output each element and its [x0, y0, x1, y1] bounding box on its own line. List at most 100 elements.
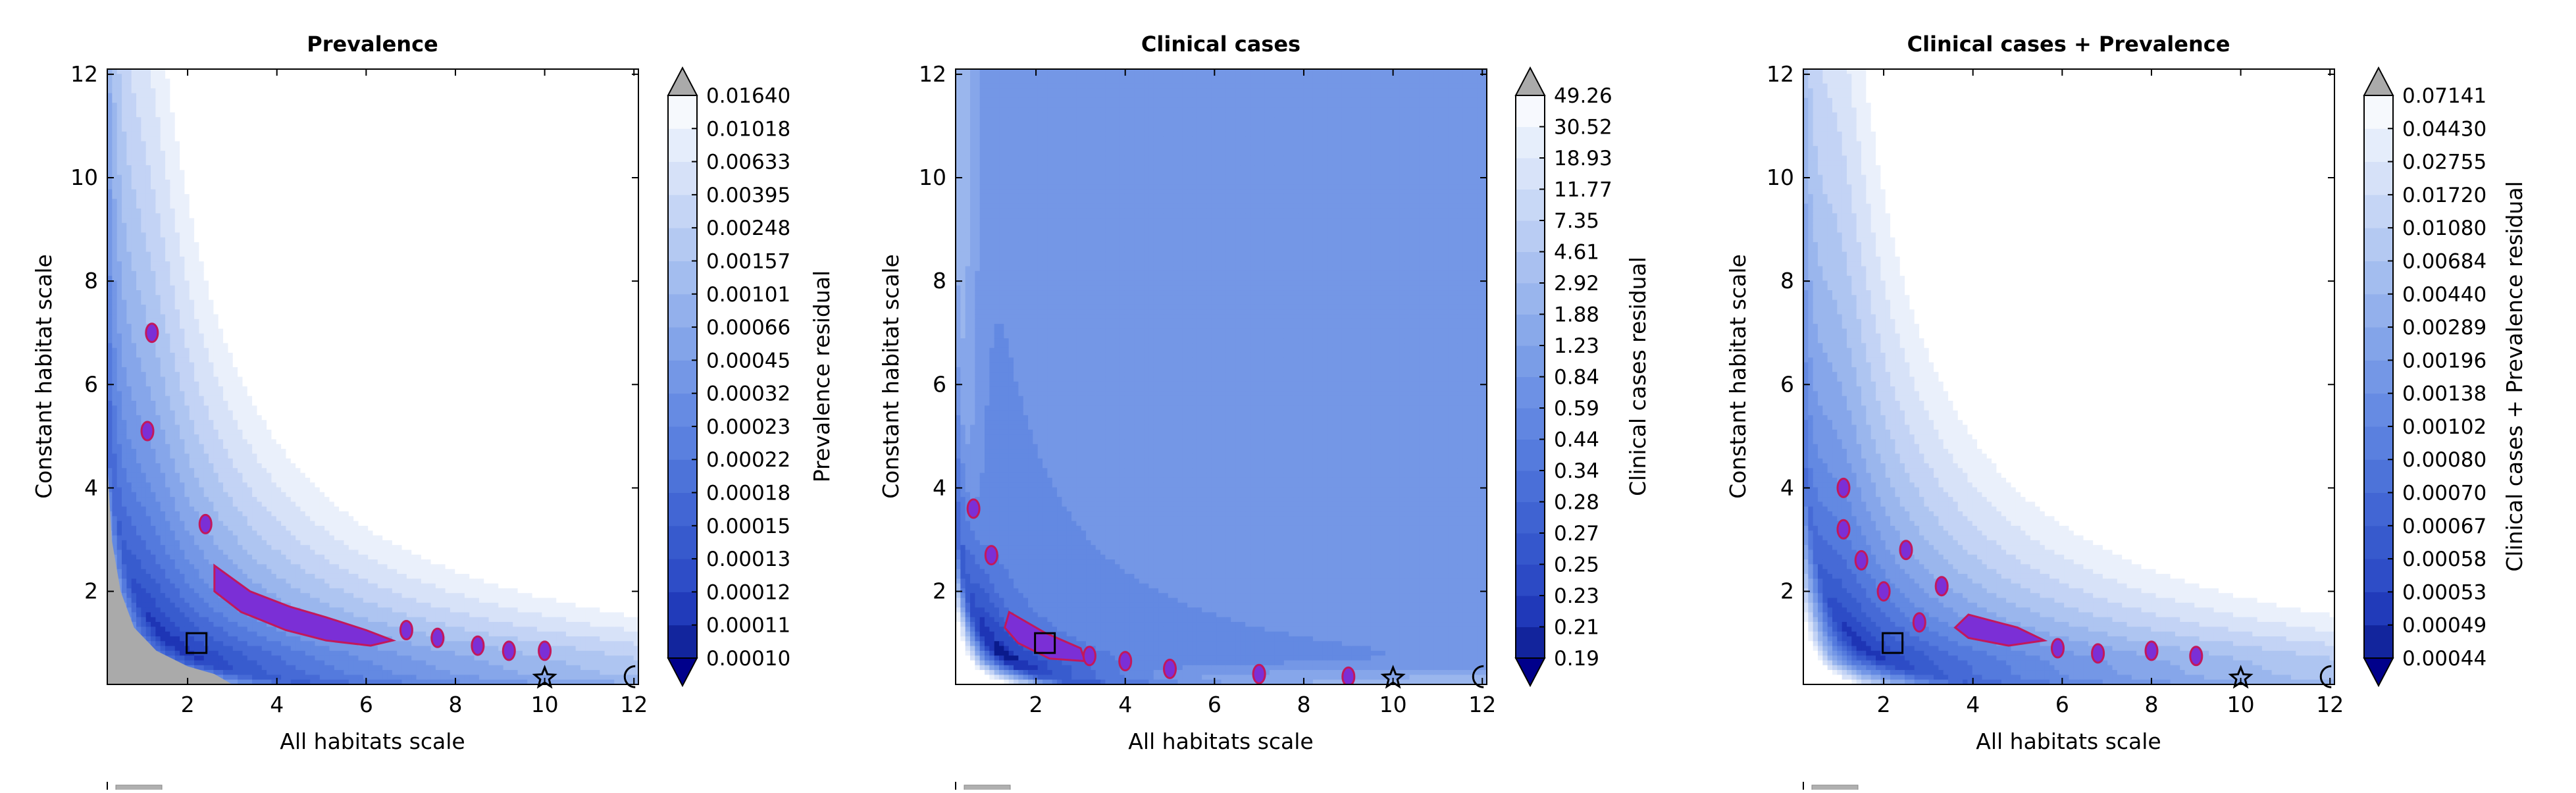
heat-cell — [155, 646, 161, 652]
heat-cell — [218, 439, 224, 445]
heat-cell — [136, 396, 142, 401]
heat-cell — [112, 444, 118, 449]
heat-cell — [122, 362, 127, 368]
heat-cell — [194, 468, 199, 474]
heat-cell — [141, 203, 147, 209]
heat-cell — [141, 554, 147, 560]
heat-cell — [261, 184, 267, 190]
heat-cell — [194, 569, 199, 575]
heat-cell — [203, 535, 209, 541]
heat-cell — [160, 588, 166, 594]
heat-cell — [122, 468, 127, 474]
heat-cell — [122, 103, 127, 109]
heat-cell — [276, 126, 282, 132]
heat-cell — [252, 391, 258, 397]
heat-cell — [199, 285, 205, 291]
heat-cell — [257, 352, 263, 358]
heat-cell — [213, 199, 219, 205]
heat-cell — [141, 299, 147, 305]
heat-cell — [247, 122, 253, 128]
heat-cell — [242, 247, 248, 253]
heat-cell — [276, 487, 282, 493]
heat-cell — [223, 468, 229, 474]
heat-cell — [141, 410, 147, 416]
heat-cell — [203, 506, 209, 512]
heat-cell — [242, 203, 248, 209]
heat-cell — [199, 208, 205, 214]
heat-cell — [116, 165, 122, 170]
heat-cell — [290, 261, 296, 267]
heat-cell — [257, 627, 263, 632]
heat-cell — [213, 208, 219, 214]
heat-cell — [247, 453, 253, 459]
heat-cell — [194, 78, 199, 84]
heat-cell — [242, 376, 248, 382]
heat-cell — [267, 93, 272, 99]
heat-cell — [180, 266, 185, 272]
heat-cell — [271, 405, 277, 411]
heat-cell — [267, 170, 272, 176]
heat-cell — [290, 655, 296, 661]
heat-cell — [213, 477, 219, 483]
heat-cell — [261, 487, 267, 493]
heat-cell — [194, 381, 199, 387]
heat-cell — [112, 285, 118, 291]
heat-cell — [141, 372, 147, 378]
heat-cell — [232, 74, 238, 80]
heat-cell — [184, 232, 190, 238]
heat-cell — [151, 453, 156, 459]
heat-cell — [141, 463, 147, 469]
heat-cell — [252, 511, 258, 517]
heat-cell — [213, 386, 219, 392]
heat-cell — [160, 357, 166, 363]
heat-cell — [194, 103, 199, 109]
heat-cell — [116, 203, 122, 209]
heat-cell — [290, 497, 296, 503]
heat-cell — [174, 69, 180, 74]
heat-cell — [271, 424, 277, 430]
heat-cell — [209, 434, 214, 440]
heat-cell — [174, 458, 180, 464]
heat-cell — [122, 333, 127, 339]
heat-cell — [194, 525, 199, 531]
heat-cell — [252, 453, 258, 459]
heat-cell — [126, 352, 132, 358]
heat-cell — [232, 554, 238, 560]
heat-cell — [141, 222, 147, 228]
heat-cell — [184, 660, 190, 666]
heat-cell — [116, 545, 122, 551]
heat-cell — [267, 362, 272, 368]
heat-cell — [203, 593, 209, 599]
heat-cell — [136, 367, 142, 372]
heat-cell — [155, 525, 161, 531]
heat-cell — [261, 218, 267, 224]
heat-cell — [286, 295, 292, 301]
heat-cell — [203, 564, 209, 570]
heat-cell — [174, 636, 180, 642]
heat-cell — [184, 396, 190, 401]
heat-cell — [165, 180, 170, 185]
heat-cell — [276, 261, 282, 267]
heat-cell — [261, 396, 267, 401]
heat-cell — [122, 497, 127, 503]
heat-cell — [126, 376, 132, 382]
heat-cell — [151, 622, 156, 627]
heat-cell — [247, 424, 253, 430]
heat-cell — [136, 242, 142, 247]
heat-cell — [136, 593, 142, 599]
heat-cell — [194, 222, 199, 228]
heat-cell — [112, 276, 118, 281]
heat-cell — [116, 151, 122, 157]
heat-cell — [267, 160, 272, 166]
heat-cell — [290, 122, 296, 128]
heat-cell — [184, 468, 190, 474]
heat-cell — [122, 569, 127, 575]
heat-cell — [165, 511, 170, 517]
heat-cell — [276, 482, 282, 488]
heat-cell — [122, 420, 127, 426]
heat-cell — [281, 131, 287, 137]
heat-cell — [116, 174, 122, 180]
heat-cell — [271, 136, 277, 142]
heat-cell — [223, 276, 229, 281]
heat-cell — [228, 222, 234, 228]
